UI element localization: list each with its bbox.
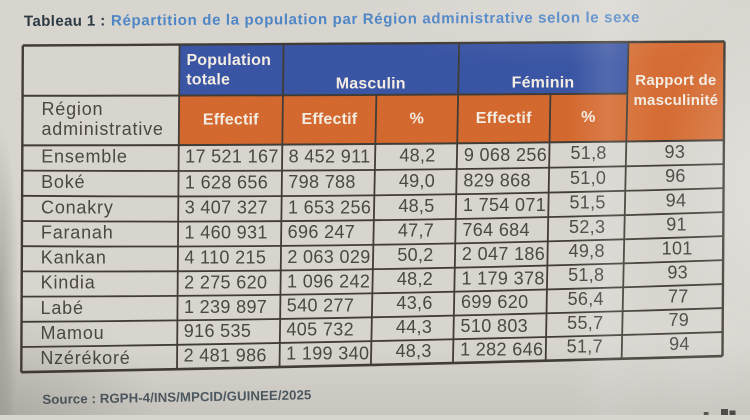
svg-text:44,3: 44,3 xyxy=(396,317,432,337)
svg-text:Répartition de la population p: Répartition de la population par Région … xyxy=(111,9,640,29)
svg-text:2 047 186: 2 047 186 xyxy=(462,244,545,264)
svg-text:48,5: 48,5 xyxy=(398,196,434,216)
svg-text:Mamou: Mamou xyxy=(40,323,104,343)
svg-text:Rapport de: Rapport de xyxy=(635,72,716,89)
svg-text:1 754 071: 1 754 071 xyxy=(463,195,546,215)
svg-text:764 684: 764 684 xyxy=(462,220,530,240)
svg-text:1 460 931: 1 460 931 xyxy=(185,223,268,243)
svg-text:2 275 620: 2 275 620 xyxy=(184,272,267,292)
svg-text:Masculin: Masculin xyxy=(336,75,406,92)
svg-text:51,5: 51,5 xyxy=(570,193,606,213)
svg-text:%: % xyxy=(581,109,595,126)
svg-text:2 063 029: 2 063 029 xyxy=(287,247,370,267)
svg-text:93: 93 xyxy=(665,142,686,162)
svg-text:Kindia: Kindia xyxy=(41,273,96,293)
svg-text:4 110 215: 4 110 215 xyxy=(184,248,266,268)
svg-text:50,2: 50,2 xyxy=(397,245,433,265)
svg-text:48,2: 48,2 xyxy=(399,145,435,165)
svg-text:93: 93 xyxy=(667,262,688,282)
svg-text:94: 94 xyxy=(669,334,690,354)
svg-text:699 620: 699 620 xyxy=(461,292,529,312)
svg-text:Région: Région xyxy=(42,99,104,119)
svg-text:Source : RGPH-4/INS/MPCID/GUIN: Source : RGPH-4/INS/MPCID/GUINEE/2025 xyxy=(42,387,311,407)
svg-text:Faranah: Faranah xyxy=(41,222,114,242)
svg-text:Tableau 1 :: Tableau 1 : xyxy=(24,12,106,30)
svg-text:77: 77 xyxy=(668,286,689,306)
svg-text:51,8: 51,8 xyxy=(570,143,606,163)
svg-text:2 481 986: 2 481 986 xyxy=(184,346,267,366)
svg-text:696 247: 696 247 xyxy=(288,222,356,242)
svg-text:%: % xyxy=(410,110,424,127)
svg-text:510 803: 510 803 xyxy=(461,316,529,336)
svg-text:masculinité: masculinité xyxy=(634,92,719,109)
svg-text:48,3: 48,3 xyxy=(395,341,431,361)
svg-text:1 653 256: 1 653 256 xyxy=(288,197,371,217)
svg-text:55,7: 55,7 xyxy=(567,313,603,333)
svg-text:43,6: 43,6 xyxy=(396,293,432,313)
svg-text:94: 94 xyxy=(666,190,687,210)
svg-text:Ensemble: Ensemble xyxy=(41,147,127,167)
svg-text:3 407 327: 3 407 327 xyxy=(185,198,268,218)
svg-text:administrative: administrative xyxy=(42,119,164,139)
svg-text:829 868: 829 868 xyxy=(463,170,531,190)
svg-text:47,7: 47,7 xyxy=(398,221,434,241)
svg-text:405 732: 405 732 xyxy=(286,320,354,340)
svg-text:1 628 656: 1 628 656 xyxy=(185,172,268,192)
svg-text:49,8: 49,8 xyxy=(569,241,605,261)
svg-text:79: 79 xyxy=(669,310,690,330)
svg-text:8 452 911: 8 452 911 xyxy=(289,146,371,166)
svg-text:49,0: 49,0 xyxy=(399,171,435,191)
svg-text:91: 91 xyxy=(666,214,687,234)
svg-text:51,0: 51,0 xyxy=(570,168,606,188)
svg-text:Population: Population xyxy=(186,52,271,69)
svg-text:1 096 242: 1 096 242 xyxy=(287,271,370,291)
svg-text:96: 96 xyxy=(665,166,686,186)
svg-text:9 068 256: 9 068 256 xyxy=(464,145,547,165)
svg-text:48,2: 48,2 xyxy=(397,269,433,289)
svg-text:56,4: 56,4 xyxy=(568,289,604,309)
svg-text:Conakry: Conakry xyxy=(41,197,114,217)
svg-text:52,3: 52,3 xyxy=(569,217,605,237)
svg-text:17 521 167: 17 521 167 xyxy=(185,147,279,167)
svg-text:540 277: 540 277 xyxy=(287,295,355,315)
svg-text:Labé: Labé xyxy=(41,298,84,318)
svg-text:Féminin: Féminin xyxy=(512,75,575,92)
svg-text:Effectif: Effectif xyxy=(476,110,532,127)
svg-text:1 282 646: 1 282 646 xyxy=(460,340,543,360)
svg-text:51,7: 51,7 xyxy=(567,337,603,357)
svg-text:Boké: Boké xyxy=(41,172,85,192)
svg-text:1 199 340: 1 199 340 xyxy=(286,344,369,364)
svg-text:798 788: 798 788 xyxy=(288,172,356,192)
svg-text:totale: totale xyxy=(186,71,230,88)
svg-text:1 239 897: 1 239 897 xyxy=(184,297,267,317)
svg-text:916 535: 916 535 xyxy=(184,321,252,341)
svg-text:101: 101 xyxy=(662,238,693,258)
svg-text:Effectif: Effectif xyxy=(301,111,357,128)
svg-text:51,8: 51,8 xyxy=(568,265,604,285)
svg-text:Nzérékoré: Nzérékoré xyxy=(40,348,130,368)
svg-text:Effectif: Effectif xyxy=(203,111,259,128)
svg-text:Kankan: Kankan xyxy=(41,248,107,268)
svg-text:1 179 378: 1 179 378 xyxy=(461,268,544,288)
